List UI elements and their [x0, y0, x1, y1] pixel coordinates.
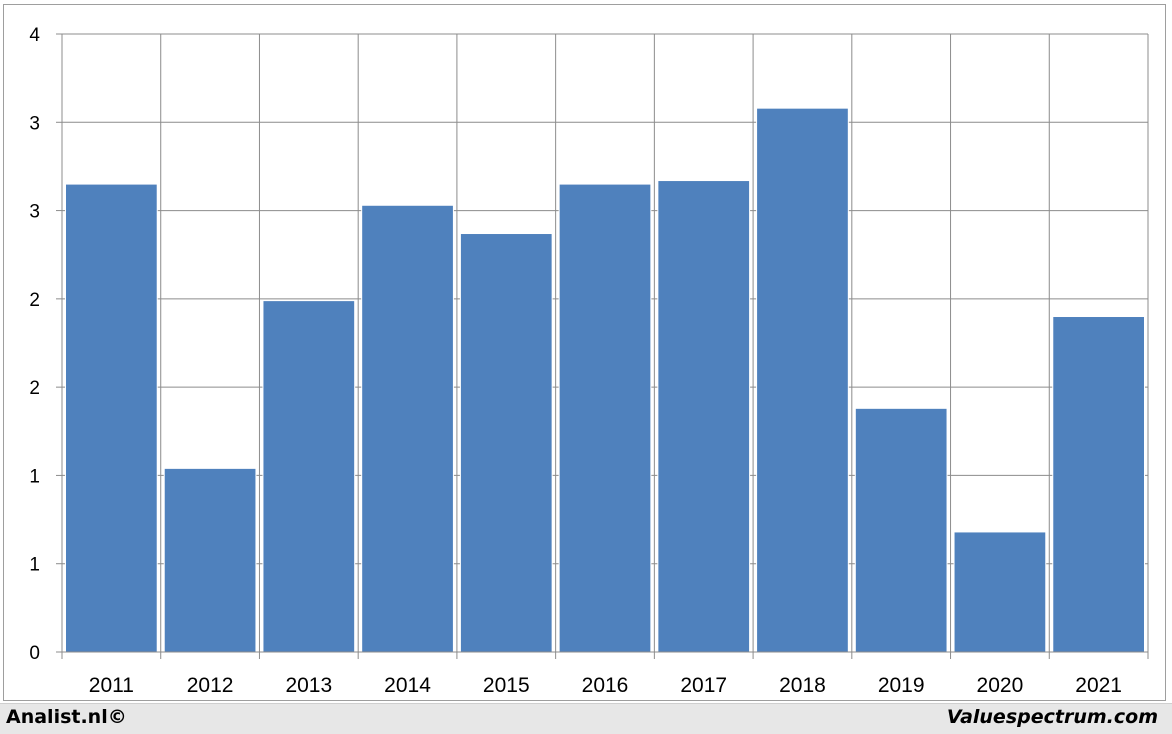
x-tick-label: 2015: [483, 674, 530, 697]
bars: [65, 107, 1145, 653]
bar: [163, 467, 257, 653]
y-tick-label: 3: [29, 113, 40, 134]
x-tick-label: 2017: [680, 674, 727, 697]
x-tick-label: 2021: [1075, 674, 1122, 697]
axes: [56, 33, 1149, 659]
bar: [756, 107, 849, 653]
footer-right-credit: Valuespectrum.com: [946, 706, 1158, 728]
x-tick-label: 2016: [582, 674, 629, 697]
y-tick-label: 0: [29, 643, 40, 664]
footer-left-credit: Analist.nl©: [6, 706, 127, 728]
bar: [262, 300, 356, 653]
y-tick-label: 4: [29, 25, 40, 46]
y-tick-label: 2: [29, 290, 40, 311]
bar: [953, 531, 1047, 653]
y-tick-label: 3: [29, 202, 40, 223]
tick-labels: 0 1 1 2 2 3 3 4 2011 2012 2013 2014 2015 2016 2017 2018…: [29, 25, 1122, 697]
bar: [854, 407, 948, 653]
bar: [459, 233, 553, 653]
x-tick-label: 2018: [779, 674, 826, 697]
x-tick-label: 2020: [977, 674, 1024, 697]
bar: [361, 204, 454, 653]
x-tick-label: 2012: [187, 674, 234, 697]
bar: [558, 183, 652, 653]
x-tick-label: 2014: [384, 674, 431, 697]
footer-bar: Analist.nl© Valuespectrum.com: [0, 703, 1172, 734]
x-tick-label: 2013: [285, 674, 332, 697]
bar-chart: 0 1 1 2 2 3 3 4 2011 2012 2013 2014 2015 2016 2017 2018…: [29, 25, 1149, 697]
y-tick-label: 1: [29, 466, 40, 487]
y-tick-label: 2: [29, 378, 40, 399]
y-tick-label: 1: [29, 555, 40, 576]
x-tick-label: 2011: [89, 674, 134, 697]
bar: [1052, 316, 1145, 653]
bar: [65, 183, 158, 653]
bar: [657, 180, 751, 653]
x-tick-label: 2019: [878, 674, 925, 697]
